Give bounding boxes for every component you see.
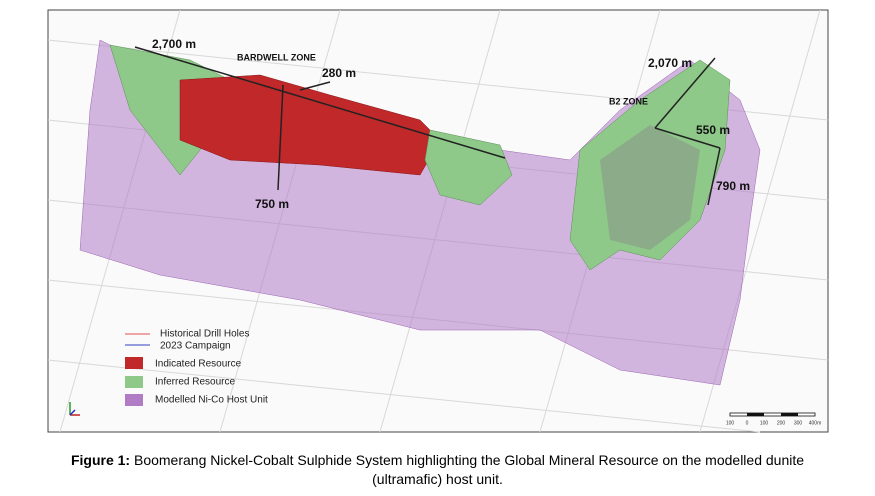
legend-label: Historical Drill Holes xyxy=(160,329,249,340)
legend-swatch xyxy=(125,357,143,369)
scale-label: 300 xyxy=(794,420,803,426)
inferred-resource xyxy=(569,59,731,271)
legend: Historical Drill Holes 2023 Campaign Ind… xyxy=(125,329,268,406)
dimension-lines xyxy=(134,46,721,206)
legend-label: Modelled Ni-Co Host Unit xyxy=(155,395,268,406)
zone-label: BARDWELL ZONE xyxy=(237,52,316,62)
legend-swatch xyxy=(125,394,143,406)
dimension-label: 750 m xyxy=(255,197,289,211)
legend-label: 2023 Campaign xyxy=(160,341,231,352)
dimension-label: 790 m xyxy=(716,179,750,193)
axis-triad xyxy=(69,402,80,416)
model-shading xyxy=(600,125,700,250)
dimension-label: 2,700 m xyxy=(152,37,196,51)
scale-label: 0 xyxy=(746,420,749,426)
dimension-label: 550 m xyxy=(696,123,730,137)
legend-label: Indicated Resource xyxy=(155,359,242,370)
legend-swatch xyxy=(125,376,143,388)
figure: 2,700 m BARDWELL ZONE 280 m 750 m 2,070 … xyxy=(47,9,829,433)
caption-label: Figure 1: xyxy=(70,452,131,468)
legend-label: Inferred Resource xyxy=(155,377,235,388)
dimension-label: 2,070 m xyxy=(648,56,692,70)
scale-bar: 100 0 100 200 300 400m xyxy=(726,412,822,426)
dimension-label: 280 m xyxy=(322,66,356,80)
scale-label: 200 xyxy=(777,420,786,426)
scale-label: 100 xyxy=(760,420,769,426)
scale-label: 100 xyxy=(726,420,735,426)
scale-label: 400m xyxy=(809,420,822,426)
caption-text: Boomerang Nickel-Cobalt Sulphide System … xyxy=(130,452,805,487)
zone-label: B2 ZONE xyxy=(609,96,648,106)
caption: Figure 1: Boomerang Nickel-Cobalt Sulphi… xyxy=(40,451,835,489)
inferred-resource xyxy=(424,129,513,206)
